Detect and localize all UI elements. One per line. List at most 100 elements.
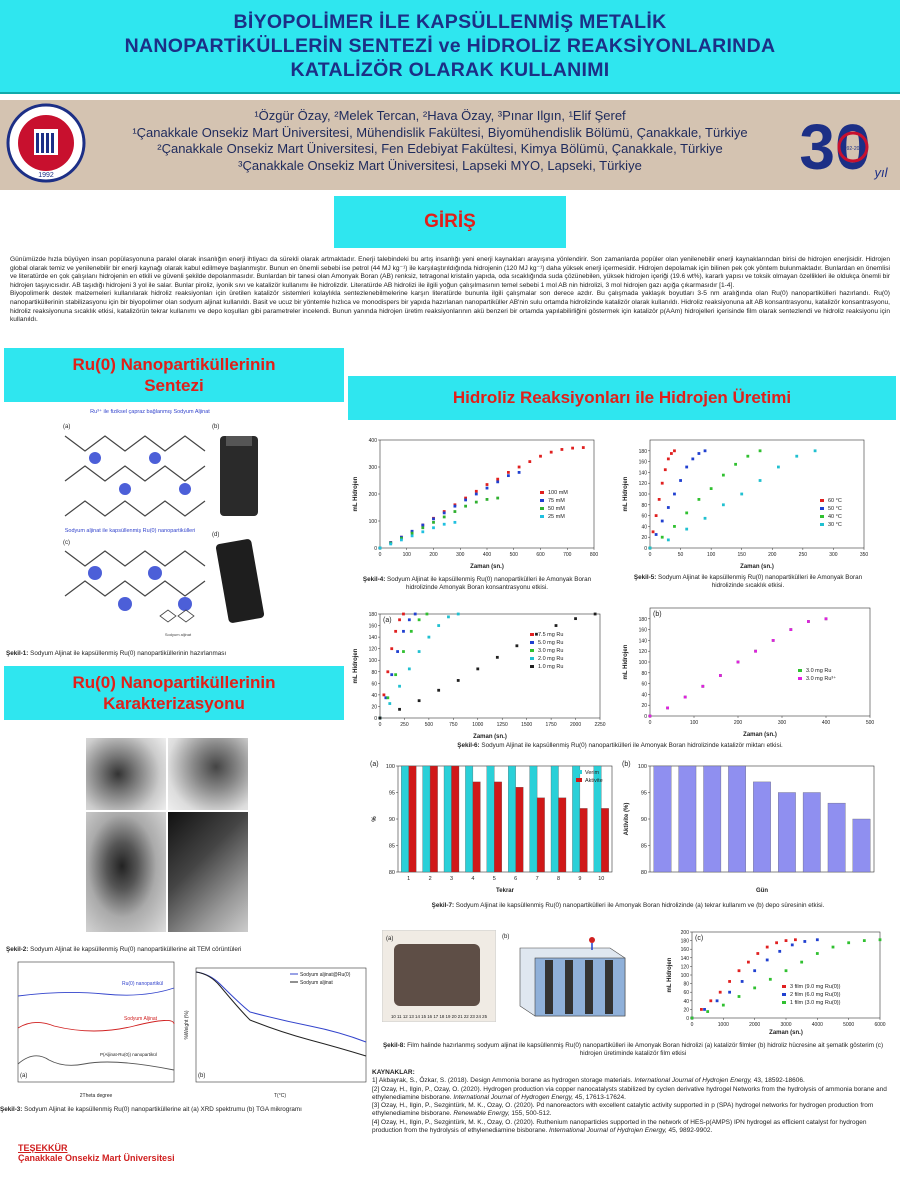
data-point: [456, 679, 460, 682]
x-tick-label: 4000: [812, 1022, 823, 1028]
legend-label: 40 °C: [828, 514, 842, 520]
data-point: [417, 699, 421, 703]
data-point: [673, 492, 676, 496]
data-point: [388, 702, 392, 705]
bar: [408, 765, 417, 873]
legend-marker: [820, 507, 824, 510]
data-point: [795, 454, 799, 458]
bar: [753, 781, 771, 873]
y-tick-label: 180: [369, 612, 378, 618]
author-affiliations: ¹Özgür Özay, ²Melek Tercan, ²Hava Özay, …: [95, 108, 785, 174]
author-band: [0, 100, 900, 190]
y-tick-label: 140: [639, 638, 648, 644]
figure-2-caption-text: Sodyum Aljinat ile kapsüllenmiş Ru(0) na…: [30, 946, 242, 953]
x-tick-label: 2: [429, 876, 432, 882]
y-tick-label: 60: [371, 681, 377, 687]
fig1-label-a: Ru³⁺ ile fiziksel çapraz bağlanmış Sodyu…: [90, 408, 210, 415]
y-tick-label: 20: [683, 1007, 689, 1013]
y-tick-label: 80: [389, 870, 395, 876]
ru-ion: [119, 483, 131, 495]
legend-marker: [530, 641, 534, 644]
data-point: [737, 969, 741, 973]
intro-paragraph-1: Günümüzde hızla büyüyen insan popülasyon…: [10, 256, 890, 289]
x-tick-label: 300: [456, 552, 465, 558]
panel-label: (c): [695, 935, 703, 942]
data-point: [648, 714, 652, 718]
data-point: [410, 529, 414, 533]
data-point: [535, 632, 538, 636]
data-point: [648, 546, 652, 550]
data-point: [464, 504, 467, 508]
y-tick-label: 40: [641, 692, 647, 698]
figure-6-caption-label: Şekil-6:: [457, 742, 480, 749]
data-point: [703, 449, 707, 453]
legend-marker: [782, 1001, 786, 1004]
y-tick-label: 95: [389, 791, 395, 797]
data-point: [747, 960, 750, 964]
legend-label: 2.0 mg Ru: [538, 656, 563, 662]
svg-text:(b): (b): [212, 424, 219, 430]
bar: [827, 802, 846, 873]
y-axis-label: mL Hidrojen: [667, 957, 673, 992]
data-point: [654, 514, 658, 517]
x-tick-label: 700: [563, 552, 572, 558]
data-point: [721, 473, 725, 477]
bar: [515, 787, 524, 873]
data-point: [382, 693, 386, 697]
figure-3-xrd: Ru(0) nanopartikül Sodyum Aljinat P(Alji…: [17, 961, 175, 1099]
data-point: [400, 536, 403, 540]
data-point: [824, 617, 828, 621]
data-point: [847, 941, 851, 945]
data-point: [485, 486, 489, 490]
legend-label: 75 mM: [548, 498, 565, 504]
legend-marker: [540, 499, 544, 502]
bar: [703, 765, 722, 873]
y-tick-label: 120: [639, 649, 648, 655]
tga-legend-2: Sodyum aljinat: [300, 980, 333, 986]
legend-label: 60 °C: [828, 498, 842, 504]
data-point: [378, 546, 382, 550]
y-tick-label: 60: [641, 682, 647, 688]
data-point: [831, 945, 835, 949]
panel-label: (a): [370, 761, 379, 768]
data-point: [765, 945, 769, 949]
data-point: [697, 498, 701, 501]
figure-5-chart: 0 50 100 150 200 250 300 350 0 20 40 60 80 100 120 140 1…: [620, 432, 874, 570]
legend-label: 3 film (9.0 mg Ru(0)): [790, 984, 841, 990]
poster-title: BİYOPOLİMER İLE KAPSÜLLENMİŞ METALİK NAN…: [124, 11, 776, 81]
x-tick-label: 350: [860, 552, 869, 558]
figure-8b-cell-scheme: (b): [502, 934, 626, 1017]
legend-marker: [530, 649, 534, 652]
y-tick-label: 200: [369, 492, 378, 498]
data-point: [437, 688, 441, 692]
y-tick-label: 180: [639, 617, 648, 623]
figure-4-caption-text: Sodyum Aljinat ile kapsüllenmiş Ru(0) na…: [387, 576, 592, 591]
data-point: [673, 449, 676, 453]
data-point: [413, 612, 417, 616]
data-point: [517, 465, 521, 469]
ru-nanoparticle: [118, 597, 132, 611]
x-tick-label: 1250: [497, 722, 508, 728]
anniversary-logo: 30 1992-2022 yıl: [799, 111, 888, 183]
data-point: [453, 520, 457, 524]
authors: ¹Özgür Özay, ²Melek Tercan, ²Hava Özay, …: [254, 108, 626, 123]
data-point: [507, 471, 510, 474]
ru-ion: [89, 452, 101, 464]
figure-3-caption-label: Şekil-3:: [0, 1106, 23, 1113]
data-point: [753, 986, 757, 990]
bar: [465, 765, 474, 873]
data-point: [474, 489, 478, 493]
data-point: [390, 673, 394, 677]
data-point: [679, 479, 682, 482]
y-tick-label: 100: [639, 660, 648, 666]
x-tick-label: 0: [379, 722, 382, 728]
y-tick-label: 90: [389, 817, 395, 823]
reference-1: 1] Akbayrak, S., Özkar, S. (2018). Desig…: [372, 1077, 805, 1085]
x-tick-label: 200: [429, 552, 438, 558]
data-point: [554, 624, 558, 627]
logo-30: 30: [799, 111, 870, 183]
data-point: [394, 629, 398, 633]
data-point: [528, 460, 532, 463]
x-axis-label: Zaman (sn.): [473, 734, 507, 740]
figure-6b-chart: 0 100 200 300 400 500 0 20 40 60 80 100 120 140 160 180…: [620, 600, 880, 738]
